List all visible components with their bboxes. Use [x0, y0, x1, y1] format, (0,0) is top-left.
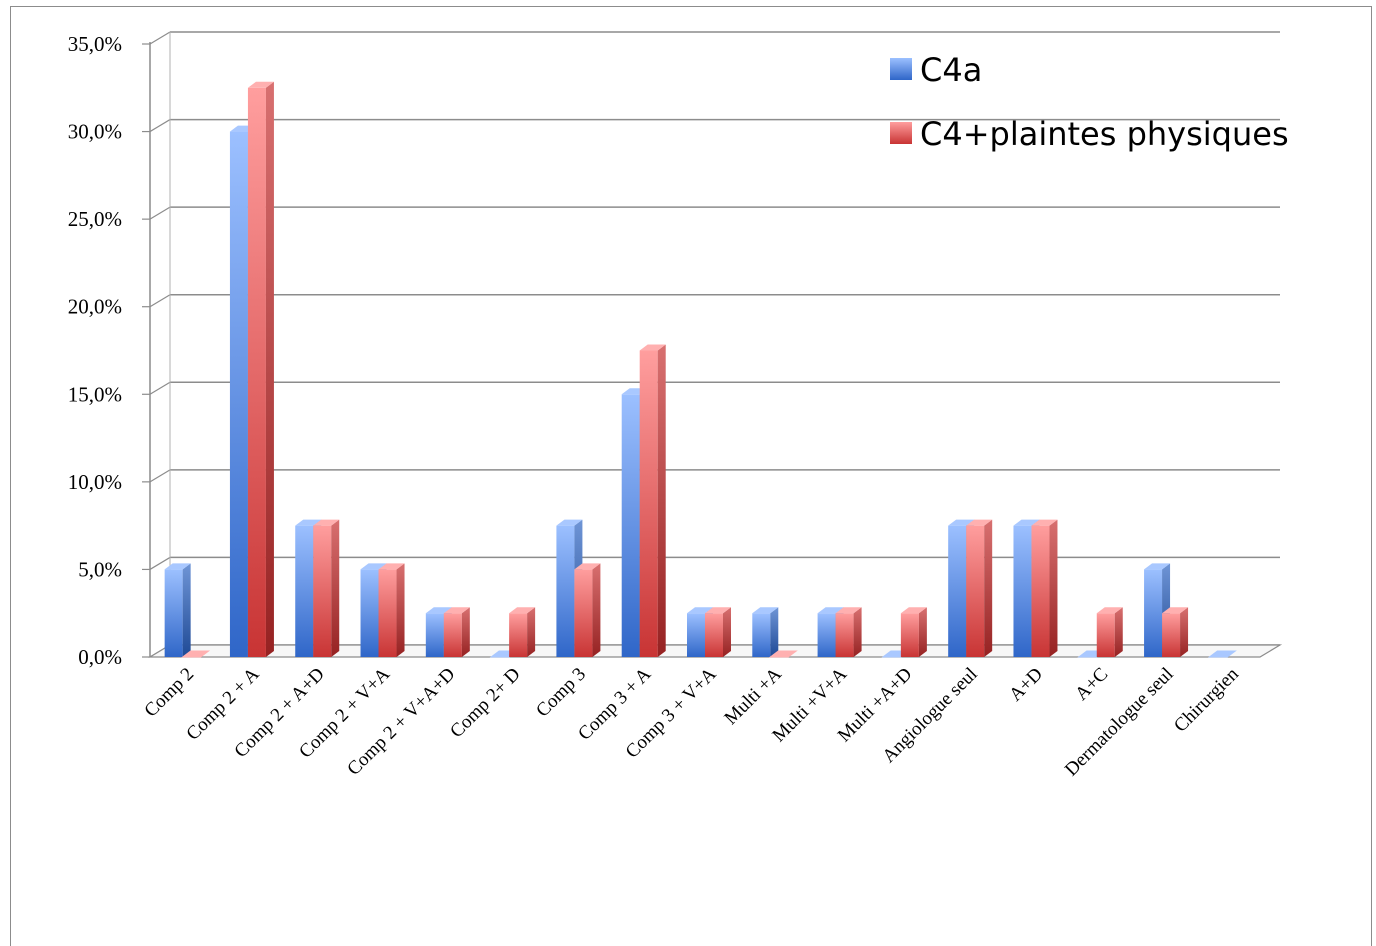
y-tick-label: 5,0%	[78, 557, 122, 581]
bar-c4-plaintes	[966, 519, 993, 657]
bar-c4-plaintes	[181, 650, 211, 658]
x-tick-label: A+C	[1071, 664, 1112, 705]
y-tick-label: 35,0%	[68, 32, 122, 56]
x-tick-label: Chirurgien	[1170, 663, 1243, 736]
bar-c4-plaintes	[1162, 607, 1189, 657]
gridline	[149, 206, 1280, 220]
bar-chart: 0,0% 5,0% 10,0% 15,0% 20,0% 25,0% 30,0% 35,0% C…	[68, 31, 1289, 780]
y-tick-label: 25,0%	[68, 207, 122, 231]
bar-c4-plaintes	[1031, 519, 1058, 657]
bar-c4-plaintes	[509, 607, 536, 657]
bar-c4a	[752, 607, 779, 657]
legend: C4a C4+plaintes physiques	[890, 51, 1289, 153]
x-tick-label: Comp 3	[532, 664, 590, 722]
bar-c4-plaintes	[1096, 607, 1123, 657]
y-tick-label: 15,0%	[68, 382, 122, 406]
y-tick-label: 0,0%	[78, 645, 122, 669]
x-tick-label: Comp 2+ D	[446, 664, 524, 742]
x-tick-label: Dermatologue seul	[1061, 664, 1178, 781]
y-tick-labels: 0,0% 5,0% 10,0% 15,0% 20,0% 25,0% 30,0% 35,0%	[68, 32, 122, 669]
legend-label: C4a	[920, 51, 982, 89]
y-tick-label: 30,0%	[68, 120, 122, 144]
bar-c4a	[1207, 650, 1237, 658]
gridline	[149, 31, 1280, 45]
x-tick-label: Multi +A	[720, 663, 786, 729]
legend-item: C4a	[890, 51, 982, 89]
legend-swatch	[890, 122, 912, 144]
bar-c4-plaintes	[639, 344, 666, 657]
bar-c4-plaintes	[443, 607, 470, 657]
bar-c4-plaintes	[705, 607, 731, 657]
x-tick-label: A+D	[1005, 664, 1047, 706]
y-tick-label: 10,0%	[68, 470, 122, 494]
bar-c4a	[164, 563, 191, 657]
bar-c4-plaintes	[574, 563, 601, 657]
bar-c4-plaintes	[247, 81, 274, 658]
bar-c4-plaintes	[835, 607, 862, 657]
chart-frame	[10, 6, 1372, 946]
bar-c4-plaintes	[378, 563, 405, 657]
legend-label: C4+plaintes physiques	[920, 115, 1289, 153]
bar-c4-plaintes	[900, 607, 927, 657]
legend-swatch	[890, 58, 912, 80]
gridline	[149, 469, 1280, 483]
x-tick-label: Comp 2	[140, 664, 198, 722]
gridline	[149, 556, 1280, 570]
bar-c4-plaintes	[768, 650, 798, 658]
gridline	[149, 293, 1280, 308]
bars	[164, 81, 1237, 658]
y-tick-label: 20,0%	[68, 295, 122, 319]
gridline	[149, 118, 1280, 133]
bar-c4-plaintes	[313, 519, 340, 657]
legend-item: C4+plaintes physiques	[890, 115, 1289, 153]
gridline	[149, 381, 1280, 395]
